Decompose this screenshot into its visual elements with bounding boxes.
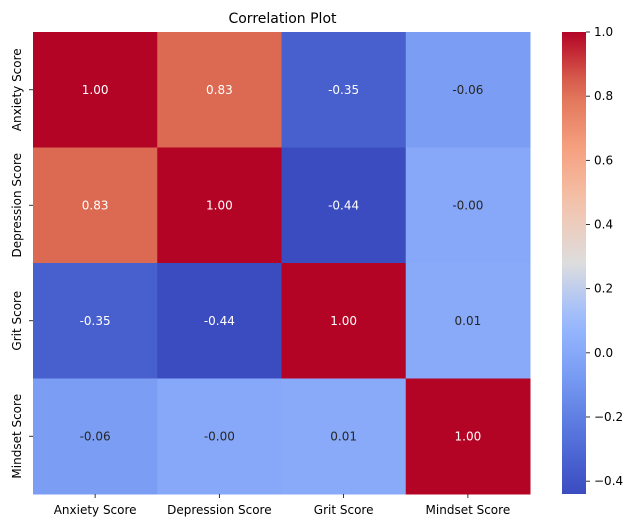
cell-value-label: 1.00: [455, 429, 482, 443]
heatmap-cell: [33, 32, 158, 148]
y-axis: Anxiety Score Depression Score Grit Score M…: [10, 48, 33, 479]
colorbar: 1.0 0.8 0.6 0.4 0.2 0.0 −0.2 −0.4: [562, 25, 623, 494]
cell-value-label: -0.44: [328, 198, 359, 212]
x-tick-label: Depression Score: [167, 503, 272, 517]
colorbar-tick-label: 0.0: [594, 346, 613, 360]
heatmap-cell: [405, 378, 531, 495]
cell-value-label: -0.06: [80, 429, 111, 443]
x-tick-label: Grit Score: [314, 503, 374, 517]
x-tick-label: Anxiety Score: [54, 503, 137, 517]
colorbar-tick-label: 0.4: [594, 218, 613, 232]
cell-value-label: 0.01: [330, 429, 357, 443]
heatmap-cell: [33, 147, 158, 264]
cell-value-label: -0.06: [452, 83, 483, 97]
heatmap-cell: [157, 32, 282, 148]
cell-value-label: 1.00: [82, 83, 109, 97]
colorbar-tick-label: 1.0: [594, 25, 613, 39]
heatmap-cell: [405, 32, 531, 148]
colorbar-tick-label: −0.2: [594, 410, 623, 424]
heatmap-cell: [157, 147, 282, 264]
heatmap-cell: [281, 32, 407, 148]
colorbar-tick-label: 0.6: [594, 153, 613, 167]
heatmap-cell: [33, 263, 158, 379]
cell-value-label: 1.00: [330, 314, 357, 328]
heatmap-cell: [157, 378, 282, 495]
y-tick-label: Depression Score: [10, 153, 24, 258]
heatmap-cell: [33, 378, 158, 495]
cell-value-label: -0.44: [204, 314, 235, 328]
y-tick-label: Anxiety Score: [10, 48, 24, 131]
x-axis: Anxiety Score Depression Score Grit Score M…: [54, 494, 511, 517]
heatmap-cell: [281, 147, 407, 264]
colorbar-tick-label: −0.4: [594, 474, 623, 488]
y-tick-label: Mindset Score: [10, 394, 24, 479]
cell-value-label: -0.35: [80, 314, 111, 328]
heatmap-cell: [281, 378, 407, 495]
cell-value-label: 1.00: [206, 198, 233, 212]
y-tick-label: Grit Score: [10, 291, 24, 351]
colorbar-tick-label: 0.2: [594, 282, 613, 296]
heatmap-cells: 1.00 0.83 -0.35 -0.06 0.83 1.00 -0.44 -0.00 -0.3…: [33, 32, 531, 495]
chart-title: Correlation Plot: [228, 11, 337, 27]
x-tick-label: Mindset Score: [426, 503, 511, 517]
colorbar-tick-label: 0.8: [594, 89, 613, 103]
cell-value-label: -0.35: [328, 83, 359, 97]
cell-value-label: 0.01: [455, 314, 482, 328]
cell-value-label: -0.00: [204, 429, 235, 443]
colorbar-bar: [562, 32, 586, 494]
cell-value-label: 0.83: [82, 198, 109, 212]
heatmap-cell: [405, 263, 531, 379]
cell-value-label: 0.83: [206, 83, 233, 97]
cell-value-label: -0.00: [452, 198, 483, 212]
heatmap-cell: [405, 147, 531, 264]
heatmap-cell: [281, 263, 407, 379]
heatmap-cell: [157, 263, 282, 379]
